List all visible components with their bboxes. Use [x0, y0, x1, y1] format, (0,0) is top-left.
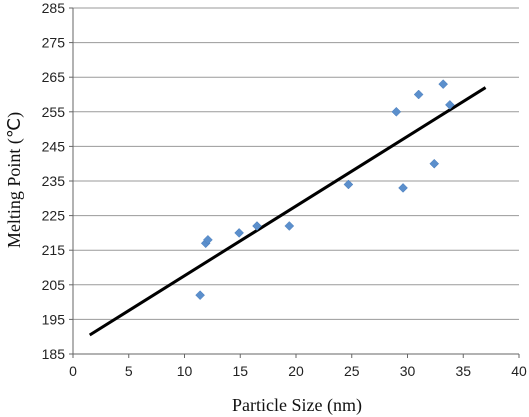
y-tick-label-195: 195: [42, 311, 66, 327]
trend-line: [88, 86, 487, 337]
axes: [69, 7, 520, 358]
y-tick-label-185: 185: [42, 346, 66, 362]
y-tick-label-245: 245: [42, 138, 66, 154]
data-point-10: [429, 158, 440, 169]
y-tick-label-285: 285: [42, 0, 66, 16]
x-tick-label-5: 5: [125, 363, 133, 379]
y-tick-label-215: 215: [42, 242, 66, 258]
y-tick-label-255: 255: [42, 104, 66, 120]
x-tick-label-30: 30: [400, 363, 416, 379]
x-tick-label-25: 25: [344, 363, 360, 379]
grid-lines: [73, 7, 519, 320]
y-tick-label-275: 275: [42, 35, 66, 51]
x-tick-label-0: 0: [69, 363, 77, 379]
y-tick-label-205: 205: [42, 277, 66, 293]
data-point-3: [234, 228, 244, 238]
data-point-4: [252, 221, 262, 231]
data-point-12: [445, 100, 455, 110]
y-tick-label-225: 225: [42, 208, 66, 224]
data-points: [195, 79, 455, 301]
trendline: [88, 86, 487, 337]
x-tick-label-35: 35: [455, 363, 471, 379]
y-tick-label-265: 265: [42, 69, 66, 85]
data-point-0: [195, 290, 205, 301]
x-tick-label-10: 10: [177, 363, 193, 379]
data-point-6: [343, 179, 354, 190]
data-point-5: [284, 221, 295, 231]
y-axis-title: Melting Point (℃): [4, 112, 25, 248]
x-tick-labels: 0 5 10 15 20 25 30 35 40: [69, 363, 527, 379]
y-tick-labels: 185 195 205 215 225 235 245 255 265 275 285: [42, 0, 66, 362]
x-tick-label-20: 20: [288, 363, 304, 379]
x-axis-title: Particle Size (nm): [232, 395, 362, 416]
data-point-11: [438, 79, 449, 89]
x-tick-label-15: 15: [232, 363, 248, 379]
data-point-8: [398, 183, 408, 193]
data-point-9: [413, 89, 424, 100]
data-point-2: [203, 234, 213, 245]
y-tick-label-235: 235: [42, 173, 66, 189]
data-point-7: [391, 106, 402, 117]
x-tick-label-40: 40: [511, 363, 527, 379]
